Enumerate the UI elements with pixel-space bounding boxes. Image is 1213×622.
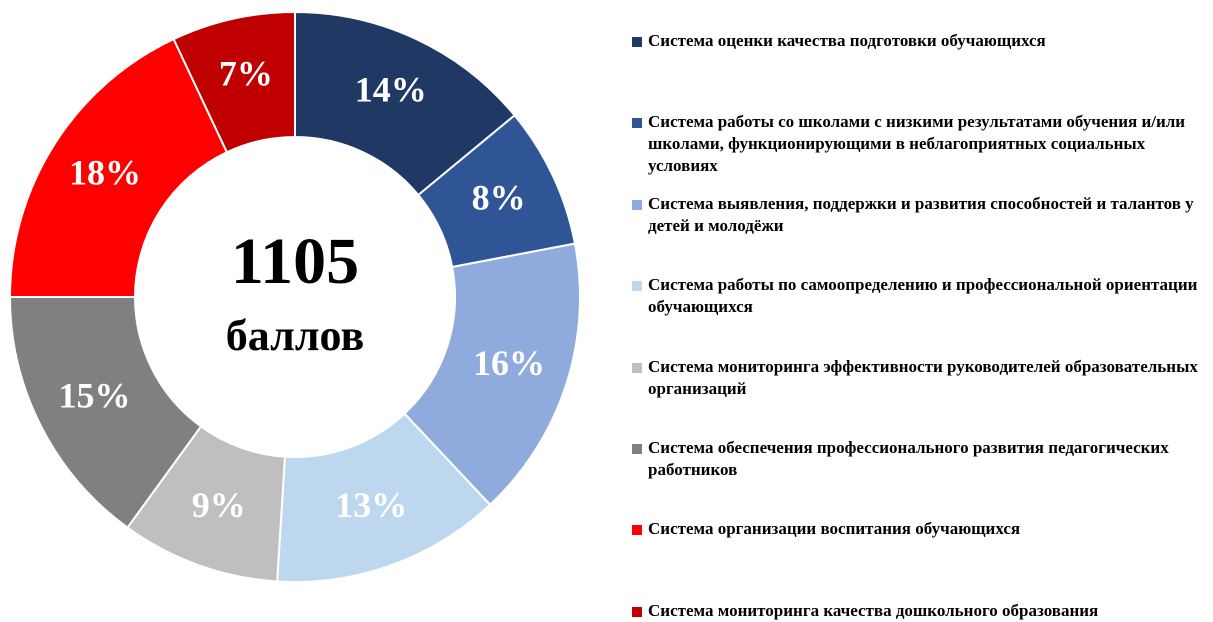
legend-swatch — [632, 444, 642, 454]
legend-swatch — [632, 199, 642, 210]
slice-label: 16% — [473, 343, 545, 383]
legend-label: Система работы со школами с низкими резу… — [648, 112, 1186, 176]
legend-label: Система работы по самоопределению и проф… — [648, 275, 1198, 317]
donut-slice — [172, 10, 296, 154]
legend-label: Система мониторинга качества дошкольного… — [648, 600, 1099, 620]
legend-swatch — [632, 606, 642, 617]
legend-item: Система обеспечения профессионального ра… — [632, 437, 1212, 481]
total: 1105 — [231, 225, 359, 298]
slice-label: 8% — [472, 177, 526, 217]
legend-item: Система работы со школами с низкими резу… — [632, 111, 1212, 177]
slice-label: 7% — [219, 54, 273, 94]
legend-swatch — [632, 362, 642, 373]
legend-item: Система организации воспитания обучающих… — [632, 518, 1212, 540]
slice-label: 14% — [355, 70, 427, 110]
total-label: баллов — [226, 311, 364, 360]
legend-label: Система обеспечения профессионального ра… — [648, 438, 1169, 479]
slice-label: 18% — [69, 153, 141, 193]
slice-label: 9% — [192, 485, 246, 525]
chart: 1105 баллов 14% 8% 16% 13% 9% 15% 18% 7% — [8, 10, 581, 583]
donut-slice — [403, 242, 581, 507]
legend-item: Система мониторинга качества дошкольного… — [632, 600, 1212, 622]
legend-item: Система мониторинга эффективности руково… — [632, 356, 1212, 400]
legend-swatch — [632, 281, 642, 292]
legend-item: Система работы по самоопределению и проф… — [632, 274, 1212, 318]
donut-slice — [8, 296, 203, 529]
slice-label: 15% — [59, 375, 131, 415]
donut-slice — [8, 37, 229, 298]
legend-label: Система мониторинга эффективности руково… — [648, 356, 1198, 398]
legend-swatch — [632, 37, 642, 47]
legend-swatch — [632, 525, 642, 536]
legend-item: Система оценки качества подготовки обуча… — [632, 30, 1212, 52]
legend-item: Система выявления, поддержки и развития … — [632, 193, 1212, 237]
legend-label: Система оценки качества подготовки обуча… — [648, 31, 1046, 50]
legend-label: Система выявления, поддержки и развития … — [648, 193, 1194, 235]
legend-label: Система организации воспитания обучающих… — [648, 519, 1021, 539]
slice-label: 13% — [335, 485, 407, 525]
legend-swatch — [632, 118, 642, 129]
